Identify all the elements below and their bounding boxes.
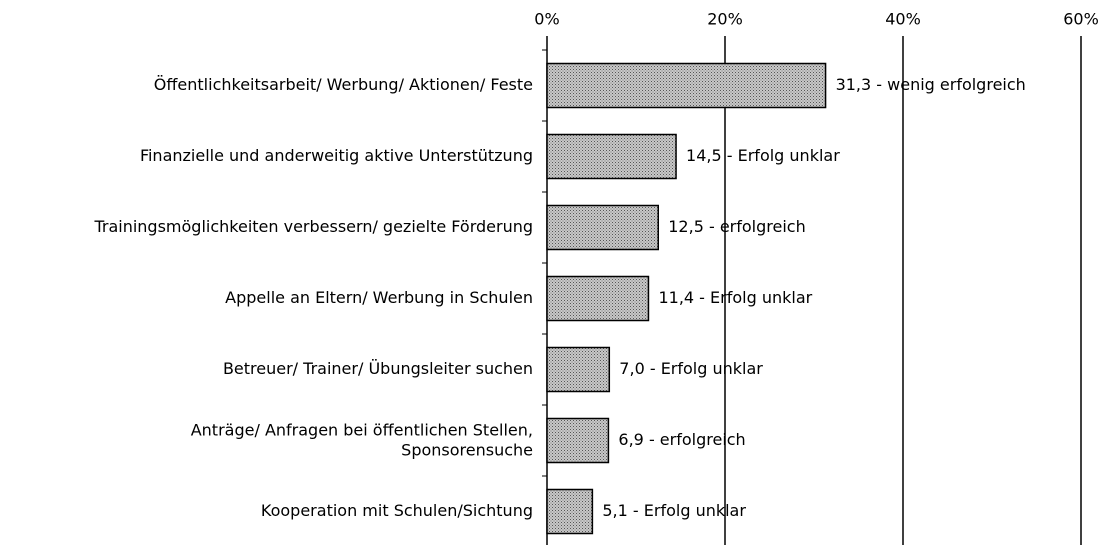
category-label: Finanzielle und anderweitig aktive Unter…: [140, 146, 533, 165]
bar: [546, 275, 650, 322]
bar: [546, 488, 594, 535]
data-label: 14,5 - Erfolg unklar: [686, 146, 840, 165]
data-label: 31,3 - wenig erfolgreich: [836, 75, 1026, 94]
bar: [546, 62, 827, 109]
category-label: Betreuer/ Trainer/ Übungsleiter suchen: [223, 359, 533, 378]
category-label: Trainingsmöglichkeiten verbessern/ gezie…: [93, 217, 533, 236]
bar: [546, 133, 677, 180]
category-label: Anträge/ Anfragen bei öffentlichen Stell…: [191, 420, 533, 459]
x-tick-label: 0%: [534, 10, 559, 29]
bar: [546, 204, 659, 251]
data-label: 7,0 - Erfolg unklar: [619, 359, 763, 378]
category-label: Kooperation mit Schulen/Sichtung: [261, 501, 533, 520]
bar: [546, 417, 610, 464]
x-tick-label: 60%: [1063, 10, 1099, 29]
data-label: 11,4 - Erfolg unklar: [658, 288, 812, 307]
data-label: 5,1 - Erfolg unklar: [602, 501, 746, 520]
data-label: 12,5 - erfolgreich: [668, 217, 805, 236]
x-tick-label: 40%: [885, 10, 921, 29]
category-label: Öffentlichkeitsarbeit/ Werbung/ Aktionen…: [154, 75, 533, 94]
bar: [546, 346, 611, 393]
category-label: Appelle an Eltern/ Werbung in Schulen: [225, 288, 533, 307]
data-label: 6,9 - erfolgreich: [618, 430, 745, 449]
x-tick-label: 20%: [707, 10, 743, 29]
